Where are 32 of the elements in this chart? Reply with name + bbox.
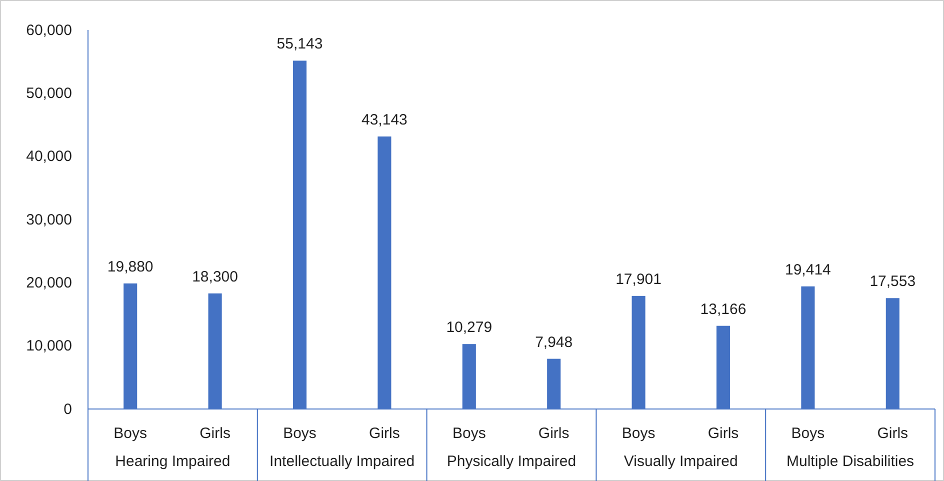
text: Intellectually Impaired — [270, 453, 415, 470]
text: Visually Impaired — [624, 453, 738, 470]
text: Physically Impaired — [446, 453, 576, 470]
data-label: 55,143 — [276, 36, 323, 53]
y-tick-label: 0 — [64, 400, 72, 418]
data-label: 18,300 — [192, 268, 238, 286]
x-tick-label: Boys — [283, 425, 316, 442]
y-tick-label: 30,000 — [26, 211, 72, 228]
x-tick-label: Boys — [791, 425, 825, 442]
x-tick-label: Girls — [369, 425, 400, 442]
text: Multiple Disabilities — [786, 453, 914, 470]
data-label: 7,948 — [535, 334, 573, 351]
data-label: 13,166 — [700, 300, 746, 318]
x-tick-label: Girls — [708, 425, 739, 442]
data-label: 43,143 — [362, 111, 408, 128]
data-label: 17,553 — [870, 273, 916, 290]
x-tick-label: Girls — [538, 425, 570, 442]
data-label: 19,414 — [785, 261, 831, 278]
data-label: 19,880 — [107, 258, 154, 276]
x-tick-label: Boys — [622, 425, 656, 442]
y-tick-label: 10,000 — [26, 338, 72, 355]
y-tick-label: 60,000 — [26, 22, 72, 39]
y-tick-label: 40,000 — [26, 148, 72, 166]
y-tick-label: 50,000 — [26, 84, 72, 102]
y-tick-label: 20,000 — [26, 274, 72, 292]
data-label: 17,901 — [616, 270, 662, 288]
text: Hearing Impaired — [115, 453, 230, 470]
x-tick-label: Boys — [114, 425, 148, 442]
x-tick-label: Boys — [452, 425, 486, 442]
data-label: 10,279 — [446, 319, 492, 336]
x-tick-label: Girls — [200, 425, 230, 442]
x-tick-label: Girls — [877, 425, 908, 442]
